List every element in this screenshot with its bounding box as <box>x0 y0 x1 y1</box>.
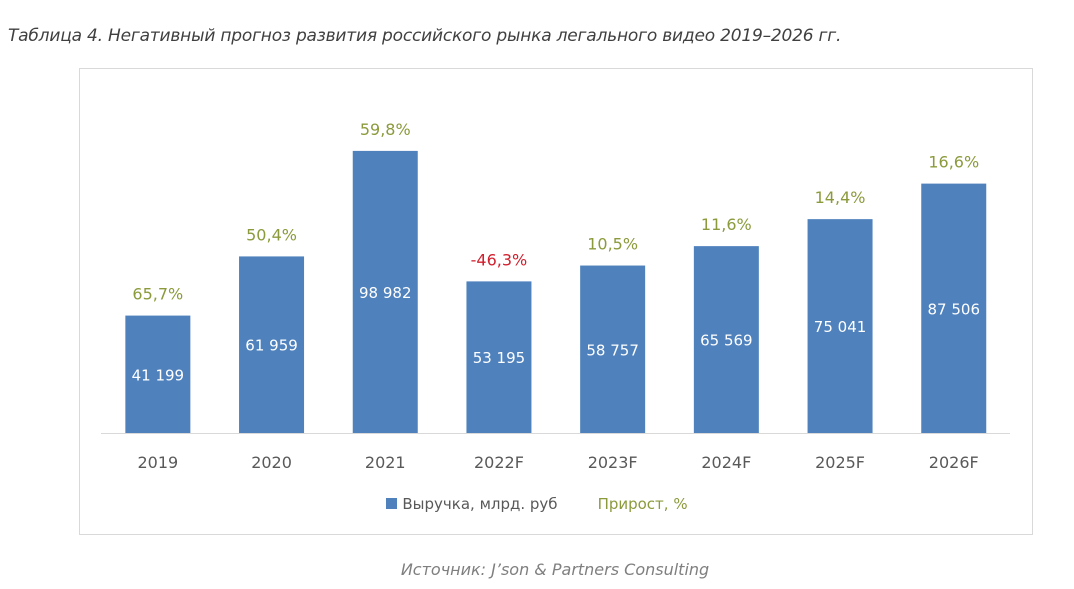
bar-value-label: 98 982 <box>359 284 412 302</box>
x-tick-label: 2026F <box>929 453 979 472</box>
chart-frame <box>79 68 1033 535</box>
bar-2020 <box>239 256 305 433</box>
x-tick-label: 2022F <box>474 453 524 472</box>
x-tick-label: 2019 <box>137 453 178 472</box>
legend-revenue-label: Выручка, млрд. руб <box>402 494 558 513</box>
growth-label: 11,6% <box>701 215 752 234</box>
legend-swatch-revenue <box>386 498 398 509</box>
growth-label: 50,4% <box>246 225 297 244</box>
bar-value-label: 61 959 <box>245 337 298 355</box>
bar-value-label: 65 569 <box>700 332 753 350</box>
x-tick-label: 2021 <box>365 453 406 472</box>
bar-value-label: 41 199 <box>132 366 185 384</box>
growth-label: 14,4% <box>815 188 866 207</box>
legend: Выручка, млрд. руб Прирост, % <box>0 494 1074 513</box>
growth-label: 16,6% <box>928 153 979 172</box>
bar-2019 <box>125 315 191 433</box>
bar-value-label: 58 757 <box>586 341 639 359</box>
chart-title: Таблица 4. Негативный прогноз развития р… <box>8 26 842 46</box>
growth-label: 59,8% <box>360 120 411 139</box>
growth-label: -46,3% <box>471 250 528 269</box>
source-note: Источник: J’son & Partners Consulting <box>400 560 710 579</box>
bar-value-label: 87 506 <box>928 300 981 318</box>
growth-label: 65,7% <box>132 285 183 304</box>
legend-growth-label: Прирост, % <box>597 494 688 513</box>
growth-label: 10,5% <box>587 235 638 254</box>
bar-2026F <box>921 183 987 433</box>
bar-value-label: 75 041 <box>814 318 867 336</box>
x-tick-label: 2023F <box>588 453 638 472</box>
x-tick-label: 2025F <box>815 453 865 472</box>
bar-2022F <box>466 281 532 433</box>
bar-2023F <box>580 265 646 433</box>
x-tick-label: 2024F <box>701 453 751 472</box>
bar-2024F <box>693 246 759 433</box>
bar-value-label: 53 195 <box>473 349 526 367</box>
x-tick-label: 2020 <box>251 453 292 472</box>
bar-2021 <box>352 150 418 433</box>
bar-2025F <box>807 219 873 433</box>
